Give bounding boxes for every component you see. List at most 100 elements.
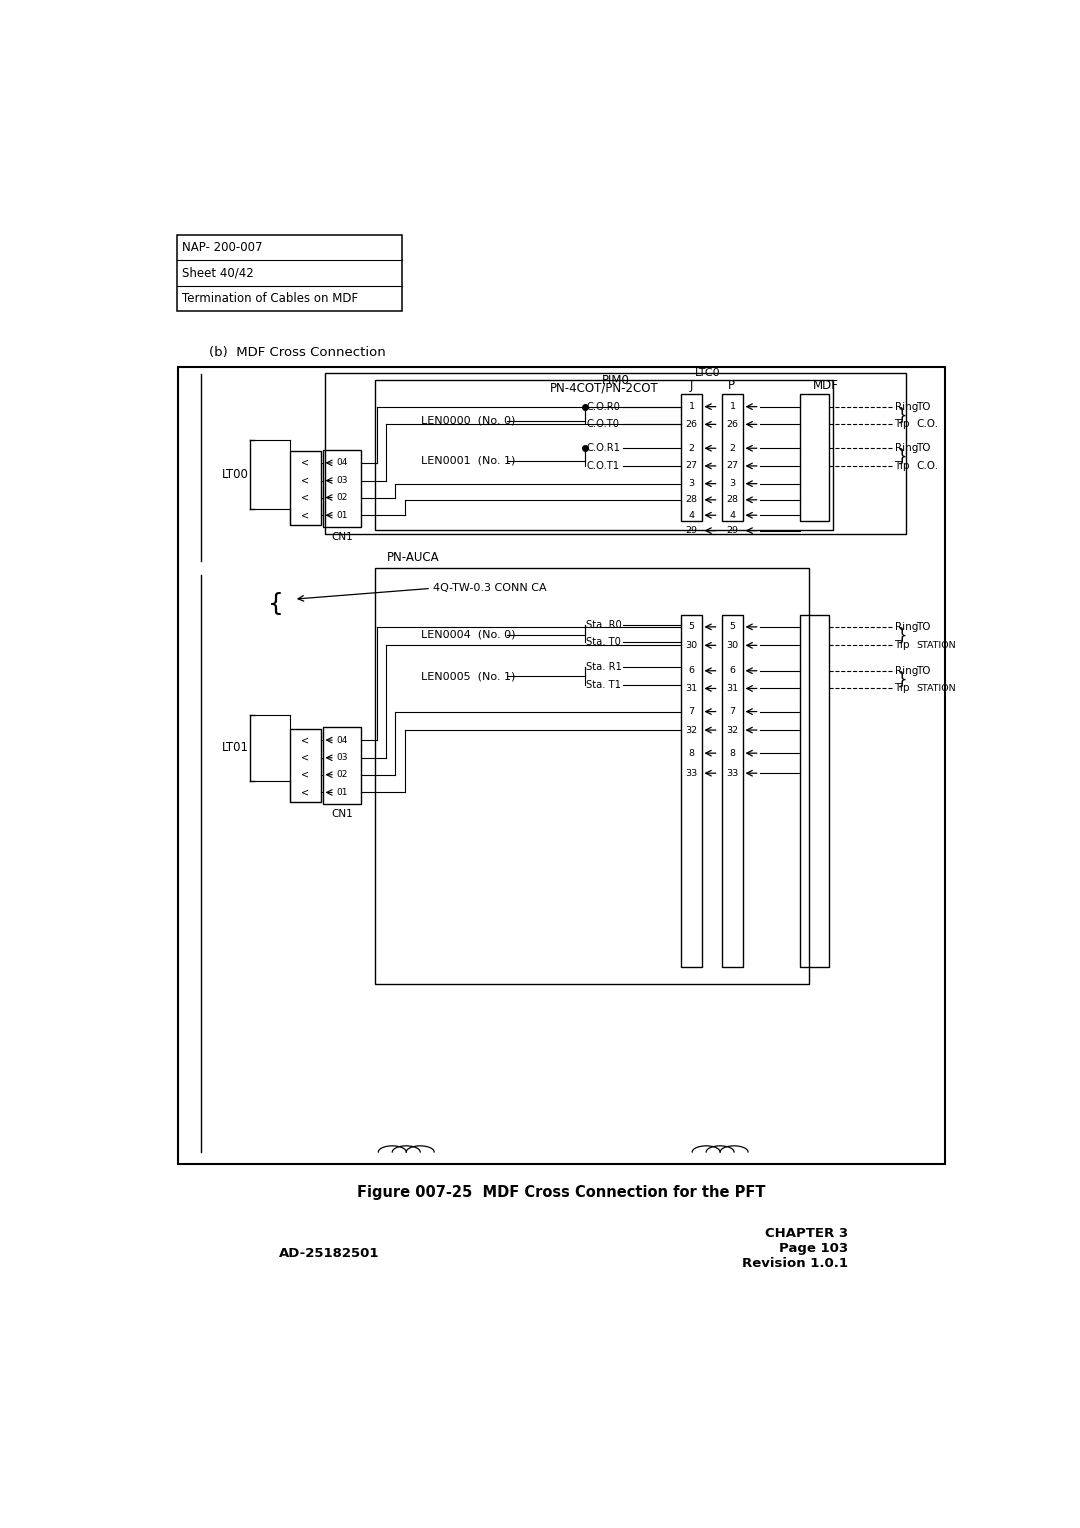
Bar xyxy=(800,614,829,967)
Text: }: } xyxy=(896,406,907,425)
Text: CHAPTER 3
Page 103
Revision 1.0.1: CHAPTER 3 Page 103 Revision 1.0.1 xyxy=(742,1227,848,1270)
Text: 4Q-TW-0.3 CONN CA: 4Q-TW-0.3 CONN CA xyxy=(433,584,546,593)
Text: AD-25182501: AD-25182501 xyxy=(279,1247,379,1261)
Text: <: < xyxy=(301,475,310,486)
Text: }: } xyxy=(896,671,907,689)
Text: 5: 5 xyxy=(729,622,735,631)
Text: <: < xyxy=(301,753,310,762)
Text: Sta. T0: Sta. T0 xyxy=(586,637,621,648)
Text: STATION: STATION xyxy=(916,640,956,649)
Text: 26: 26 xyxy=(727,420,739,429)
Bar xyxy=(291,451,321,526)
Text: C.O.R1: C.O.R1 xyxy=(586,443,620,454)
Text: <: < xyxy=(301,787,310,798)
Text: 5: 5 xyxy=(688,622,694,631)
Text: LEN0004  (No. 0): LEN0004 (No. 0) xyxy=(421,630,515,640)
Text: 2: 2 xyxy=(729,443,735,452)
Text: 31: 31 xyxy=(727,685,739,694)
Text: 3: 3 xyxy=(729,480,735,487)
Bar xyxy=(291,729,321,802)
Text: C.O.: C.O. xyxy=(916,461,939,471)
Bar xyxy=(325,373,906,535)
Text: }: } xyxy=(896,626,907,645)
Bar xyxy=(681,394,702,521)
Text: 2: 2 xyxy=(688,443,694,452)
Text: 32: 32 xyxy=(686,726,698,735)
Text: 30: 30 xyxy=(686,640,698,649)
Text: J: J xyxy=(690,379,693,393)
Text: LTC0: LTC0 xyxy=(694,368,720,377)
Text: Sheet 40/42: Sheet 40/42 xyxy=(183,266,254,280)
Text: Ring: Ring xyxy=(894,666,918,675)
Text: <: < xyxy=(301,492,310,503)
Text: 03: 03 xyxy=(336,477,348,484)
Text: PN-AUCA: PN-AUCA xyxy=(387,552,440,564)
Text: }: } xyxy=(896,448,907,466)
Text: 6: 6 xyxy=(688,666,694,675)
Text: Termination of Cables on MDF: Termination of Cables on MDF xyxy=(183,292,359,306)
Text: C.O.T1: C.O.T1 xyxy=(586,461,619,471)
Bar xyxy=(800,394,829,521)
Text: 8: 8 xyxy=(688,749,694,758)
Text: PN-4COT/PN-2COT: PN-4COT/PN-2COT xyxy=(550,382,658,394)
Text: C.O.T0: C.O.T0 xyxy=(586,419,619,429)
Text: 30: 30 xyxy=(727,640,739,649)
Text: 1: 1 xyxy=(729,402,735,411)
Text: 4: 4 xyxy=(688,510,694,520)
Text: Figure 007-25  MDF Cross Connection for the PFT: Figure 007-25 MDF Cross Connection for t… xyxy=(357,1184,766,1199)
Bar xyxy=(681,614,702,967)
Text: <: < xyxy=(301,735,310,746)
Text: (b)  MDF Cross Connection: (b) MDF Cross Connection xyxy=(208,347,386,359)
Text: Tip: Tip xyxy=(894,419,910,429)
Text: TO: TO xyxy=(916,622,931,633)
Text: Tip: Tip xyxy=(894,640,910,651)
Text: 02: 02 xyxy=(336,770,348,779)
Bar xyxy=(723,614,743,967)
Text: C.O.R0: C.O.R0 xyxy=(586,402,620,411)
Text: 03: 03 xyxy=(336,753,348,762)
Text: 33: 33 xyxy=(727,769,739,778)
Bar xyxy=(723,394,743,521)
Text: 29: 29 xyxy=(727,526,739,535)
Text: 29: 29 xyxy=(686,526,698,535)
Text: {: { xyxy=(268,591,284,616)
Text: 32: 32 xyxy=(727,726,739,735)
Text: MDF: MDF xyxy=(813,379,839,393)
Text: 02: 02 xyxy=(336,494,348,503)
Text: Ring: Ring xyxy=(894,443,918,454)
Text: 33: 33 xyxy=(686,769,698,778)
Text: 28: 28 xyxy=(727,495,739,504)
Text: LT01: LT01 xyxy=(221,741,248,755)
Text: TO: TO xyxy=(916,666,931,675)
Text: TO: TO xyxy=(916,402,931,411)
Text: Tip: Tip xyxy=(894,461,910,471)
Text: Ring: Ring xyxy=(894,402,918,411)
Text: 04: 04 xyxy=(336,458,348,468)
Bar xyxy=(375,568,809,984)
Text: PIM0: PIM0 xyxy=(602,374,630,387)
Text: LEN0005  (No. 1): LEN0005 (No. 1) xyxy=(421,671,515,681)
Text: 28: 28 xyxy=(686,495,698,504)
Text: LEN0000  (No. 0): LEN0000 (No. 0) xyxy=(421,416,515,425)
Text: LEN0001  (No. 1): LEN0001 (No. 1) xyxy=(421,455,515,466)
Bar xyxy=(323,449,362,527)
Text: C.O.: C.O. xyxy=(916,419,939,429)
Text: 31: 31 xyxy=(686,685,698,694)
Text: 1: 1 xyxy=(688,402,694,411)
Text: LT00: LT00 xyxy=(221,468,248,481)
Text: 3: 3 xyxy=(688,480,694,487)
Text: 4: 4 xyxy=(729,510,735,520)
Text: <: < xyxy=(301,770,310,779)
Text: 27: 27 xyxy=(727,461,739,471)
Text: 01: 01 xyxy=(336,510,348,520)
Text: Sta. T1: Sta. T1 xyxy=(586,680,621,691)
Text: 27: 27 xyxy=(686,461,698,471)
Text: P: P xyxy=(728,379,735,393)
Text: 8: 8 xyxy=(729,749,735,758)
Text: Ring: Ring xyxy=(894,622,918,633)
Bar xyxy=(177,235,402,312)
Bar xyxy=(375,380,833,530)
Text: <: < xyxy=(301,510,310,520)
Bar xyxy=(323,727,362,804)
Text: 04: 04 xyxy=(336,735,348,744)
